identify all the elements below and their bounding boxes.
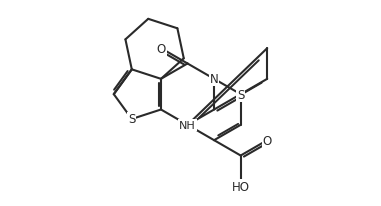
Text: HO: HO	[232, 180, 250, 193]
Text: O: O	[156, 42, 166, 55]
Text: O: O	[263, 134, 272, 147]
Text: S: S	[128, 113, 136, 126]
Text: S: S	[237, 88, 244, 101]
Text: NH: NH	[179, 120, 196, 130]
Text: N: N	[210, 73, 218, 86]
